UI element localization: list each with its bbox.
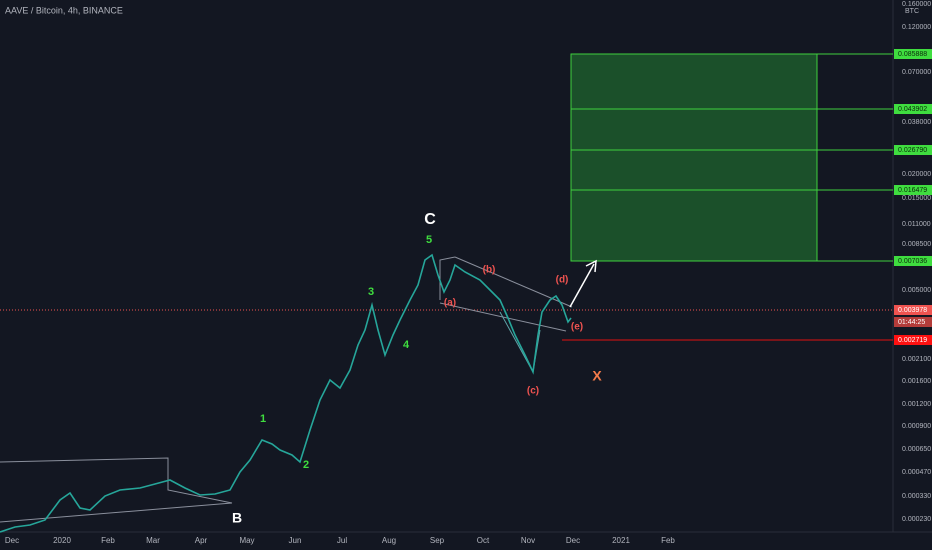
time-label: Dec <box>5 536 19 545</box>
target-tag: 0.043902 <box>898 106 927 113</box>
price-label: 0.000470 <box>902 469 931 476</box>
target-lines <box>571 53 893 262</box>
time-label: 2021 <box>612 536 630 545</box>
price-label: 0.000650 <box>902 446 931 453</box>
target-tag-bg <box>894 104 932 114</box>
price-label: 0.000230 <box>902 516 931 523</box>
price-label: 0.002100 <box>902 356 931 363</box>
target-tag: 0.085888 <box>898 51 927 58</box>
price-label: 0.001600 <box>902 378 931 385</box>
price-label: 0.120000 <box>902 24 931 31</box>
wave-label: 4 <box>403 339 410 351</box>
last-price-tag-bg <box>894 305 932 315</box>
wave-label: (d) <box>556 275 569 286</box>
price-label: 0.011000 <box>902 221 931 228</box>
price-label: 0.038000 <box>902 119 931 126</box>
labels-layer: 0.160000 0.120000 0.070000 0.038000 0.020000… <box>5 1 932 545</box>
countdown-tag-bg <box>894 317 932 327</box>
last-price-tag: 0.003978 <box>898 307 927 314</box>
price-label: 0.020000 <box>902 171 931 178</box>
wave-label: B <box>232 510 242 526</box>
wave-label: (c) <box>527 386 539 397</box>
target-tag: 0.007036 <box>898 258 927 265</box>
target-box <box>570 53 818 262</box>
time-label: Nov <box>521 536 535 545</box>
time-label: Apr <box>195 536 208 545</box>
wave-label: 2 <box>303 459 309 471</box>
wave-label: 3 <box>368 286 374 298</box>
price-label: 0.160000 <box>902 1 931 8</box>
target-tag-bg <box>894 145 932 155</box>
price-label: 0.015000 <box>902 195 931 202</box>
triangle-line <box>439 256 456 300</box>
price-label: 0.008500 <box>902 241 931 248</box>
arrow-head <box>585 259 597 273</box>
projection-arrow <box>569 263 595 308</box>
target-tag-bg <box>894 185 932 195</box>
time-label: Dec <box>566 536 580 545</box>
price-label: 0.070000 <box>902 69 931 76</box>
price-unit: BTC <box>905 8 919 15</box>
time-label: Oct <box>477 536 490 545</box>
wave-label: (a) <box>444 298 456 309</box>
time-label: Feb <box>661 536 675 545</box>
price-label: 0.000900 <box>902 423 931 430</box>
price-label: 0.001200 <box>902 401 931 408</box>
price-series <box>0 253 572 533</box>
wave-label: X <box>592 368 602 384</box>
target-tag-bg <box>894 49 932 59</box>
price-label: 0.000330 <box>902 493 931 500</box>
price-label: 0.005000 <box>902 287 931 294</box>
stop-tag-bg <box>894 335 932 345</box>
trend-lines <box>0 256 573 523</box>
time-label: Jul <box>337 536 347 545</box>
time-label: Jun <box>289 536 302 545</box>
target-tag-bg <box>894 256 932 266</box>
wave-label: (b) <box>483 265 496 276</box>
wave-label: 1 <box>260 413 266 425</box>
countdown-tag: 01:44:25 <box>898 319 925 326</box>
stop-tag: 0.002719 <box>898 337 927 344</box>
time-label: Mar <box>146 536 160 545</box>
wave-label: 5 <box>426 234 432 246</box>
time-label: Aug <box>382 536 396 545</box>
channel-line <box>0 502 233 523</box>
time-label: May <box>239 536 254 545</box>
wave-label: (e) <box>571 322 583 333</box>
channel-line <box>0 457 233 504</box>
target-tag: 0.016479 <box>898 187 927 194</box>
symbol-title: AAVE / Bitcoin, 4h, BINANCE <box>5 5 123 15</box>
time-label: Sep <box>430 536 445 545</box>
wave-label: C <box>424 211 436 228</box>
time-label: 2020 <box>53 536 71 545</box>
time-label: Feb <box>101 536 115 545</box>
target-tag: 0.026790 <box>898 147 927 154</box>
